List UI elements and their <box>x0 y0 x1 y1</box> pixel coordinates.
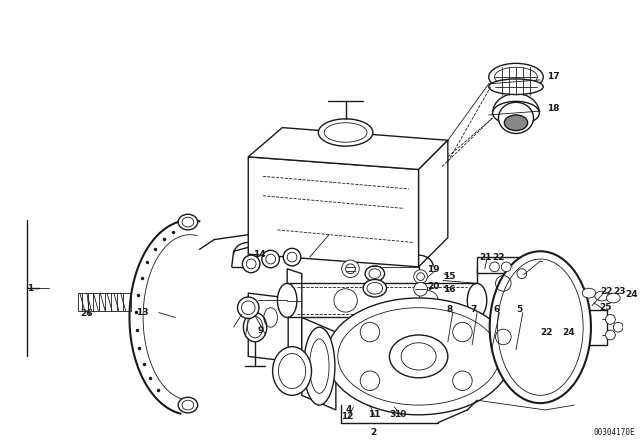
Ellipse shape <box>419 291 438 310</box>
Text: 13: 13 <box>136 308 148 317</box>
Ellipse shape <box>582 288 596 298</box>
Ellipse shape <box>605 314 615 324</box>
Ellipse shape <box>467 284 487 318</box>
Ellipse shape <box>517 269 527 279</box>
Text: 22: 22 <box>601 287 613 296</box>
Ellipse shape <box>334 289 357 312</box>
Text: 12: 12 <box>340 412 353 421</box>
Text: 22: 22 <box>493 253 505 262</box>
Bar <box>477 267 531 354</box>
Text: 9: 9 <box>258 326 264 335</box>
Ellipse shape <box>499 102 534 134</box>
Text: 5: 5 <box>516 305 522 314</box>
Text: 10: 10 <box>394 410 406 419</box>
Ellipse shape <box>284 248 301 266</box>
Text: 18: 18 <box>547 103 559 112</box>
Ellipse shape <box>273 347 312 395</box>
Bar <box>351 315 380 343</box>
Text: 24: 24 <box>625 289 637 299</box>
Text: 16: 16 <box>443 285 456 294</box>
Ellipse shape <box>365 266 385 281</box>
Bar <box>78 293 131 310</box>
Ellipse shape <box>490 262 499 271</box>
Ellipse shape <box>389 335 448 378</box>
Ellipse shape <box>607 293 620 303</box>
Text: 2: 2 <box>370 428 376 437</box>
Bar <box>586 310 607 345</box>
Ellipse shape <box>342 260 359 278</box>
Text: 24: 24 <box>563 327 575 336</box>
Text: 3: 3 <box>389 410 396 419</box>
Text: 22: 22 <box>540 327 553 336</box>
Ellipse shape <box>304 327 335 405</box>
Text: 25: 25 <box>600 303 612 312</box>
Text: 15: 15 <box>443 272 456 281</box>
Text: 6: 6 <box>493 305 500 314</box>
Ellipse shape <box>501 262 511 271</box>
Text: 21: 21 <box>479 253 492 262</box>
Ellipse shape <box>178 214 198 230</box>
Ellipse shape <box>178 397 198 413</box>
Ellipse shape <box>489 63 543 90</box>
Ellipse shape <box>278 284 297 318</box>
Text: 17: 17 <box>547 73 560 82</box>
Polygon shape <box>419 140 448 267</box>
Ellipse shape <box>605 330 615 340</box>
Ellipse shape <box>504 115 527 130</box>
Ellipse shape <box>243 255 260 273</box>
Polygon shape <box>248 293 288 361</box>
Ellipse shape <box>326 298 511 415</box>
Ellipse shape <box>414 270 428 284</box>
Text: 00304170E: 00304170E <box>594 428 636 437</box>
Ellipse shape <box>318 119 373 146</box>
Ellipse shape <box>595 291 609 301</box>
Text: 20: 20 <box>428 282 440 291</box>
Ellipse shape <box>489 79 543 95</box>
Bar <box>477 257 531 273</box>
Text: 19: 19 <box>428 265 440 274</box>
Ellipse shape <box>613 322 623 332</box>
Text: 14: 14 <box>253 250 266 258</box>
Polygon shape <box>248 157 419 267</box>
Text: 23: 23 <box>613 287 626 296</box>
Ellipse shape <box>243 313 267 342</box>
Text: 7: 7 <box>470 305 477 314</box>
Ellipse shape <box>262 250 280 268</box>
Ellipse shape <box>237 297 259 319</box>
Ellipse shape <box>414 282 428 296</box>
Text: 4: 4 <box>346 405 352 414</box>
Text: 26: 26 <box>80 309 92 318</box>
Polygon shape <box>248 128 448 169</box>
Text: 11: 11 <box>368 410 381 419</box>
Ellipse shape <box>493 101 540 125</box>
Polygon shape <box>302 318 336 410</box>
Text: 8: 8 <box>447 305 453 314</box>
Text: 1: 1 <box>28 284 33 293</box>
Ellipse shape <box>490 251 591 403</box>
Polygon shape <box>287 269 302 391</box>
Ellipse shape <box>363 280 387 297</box>
